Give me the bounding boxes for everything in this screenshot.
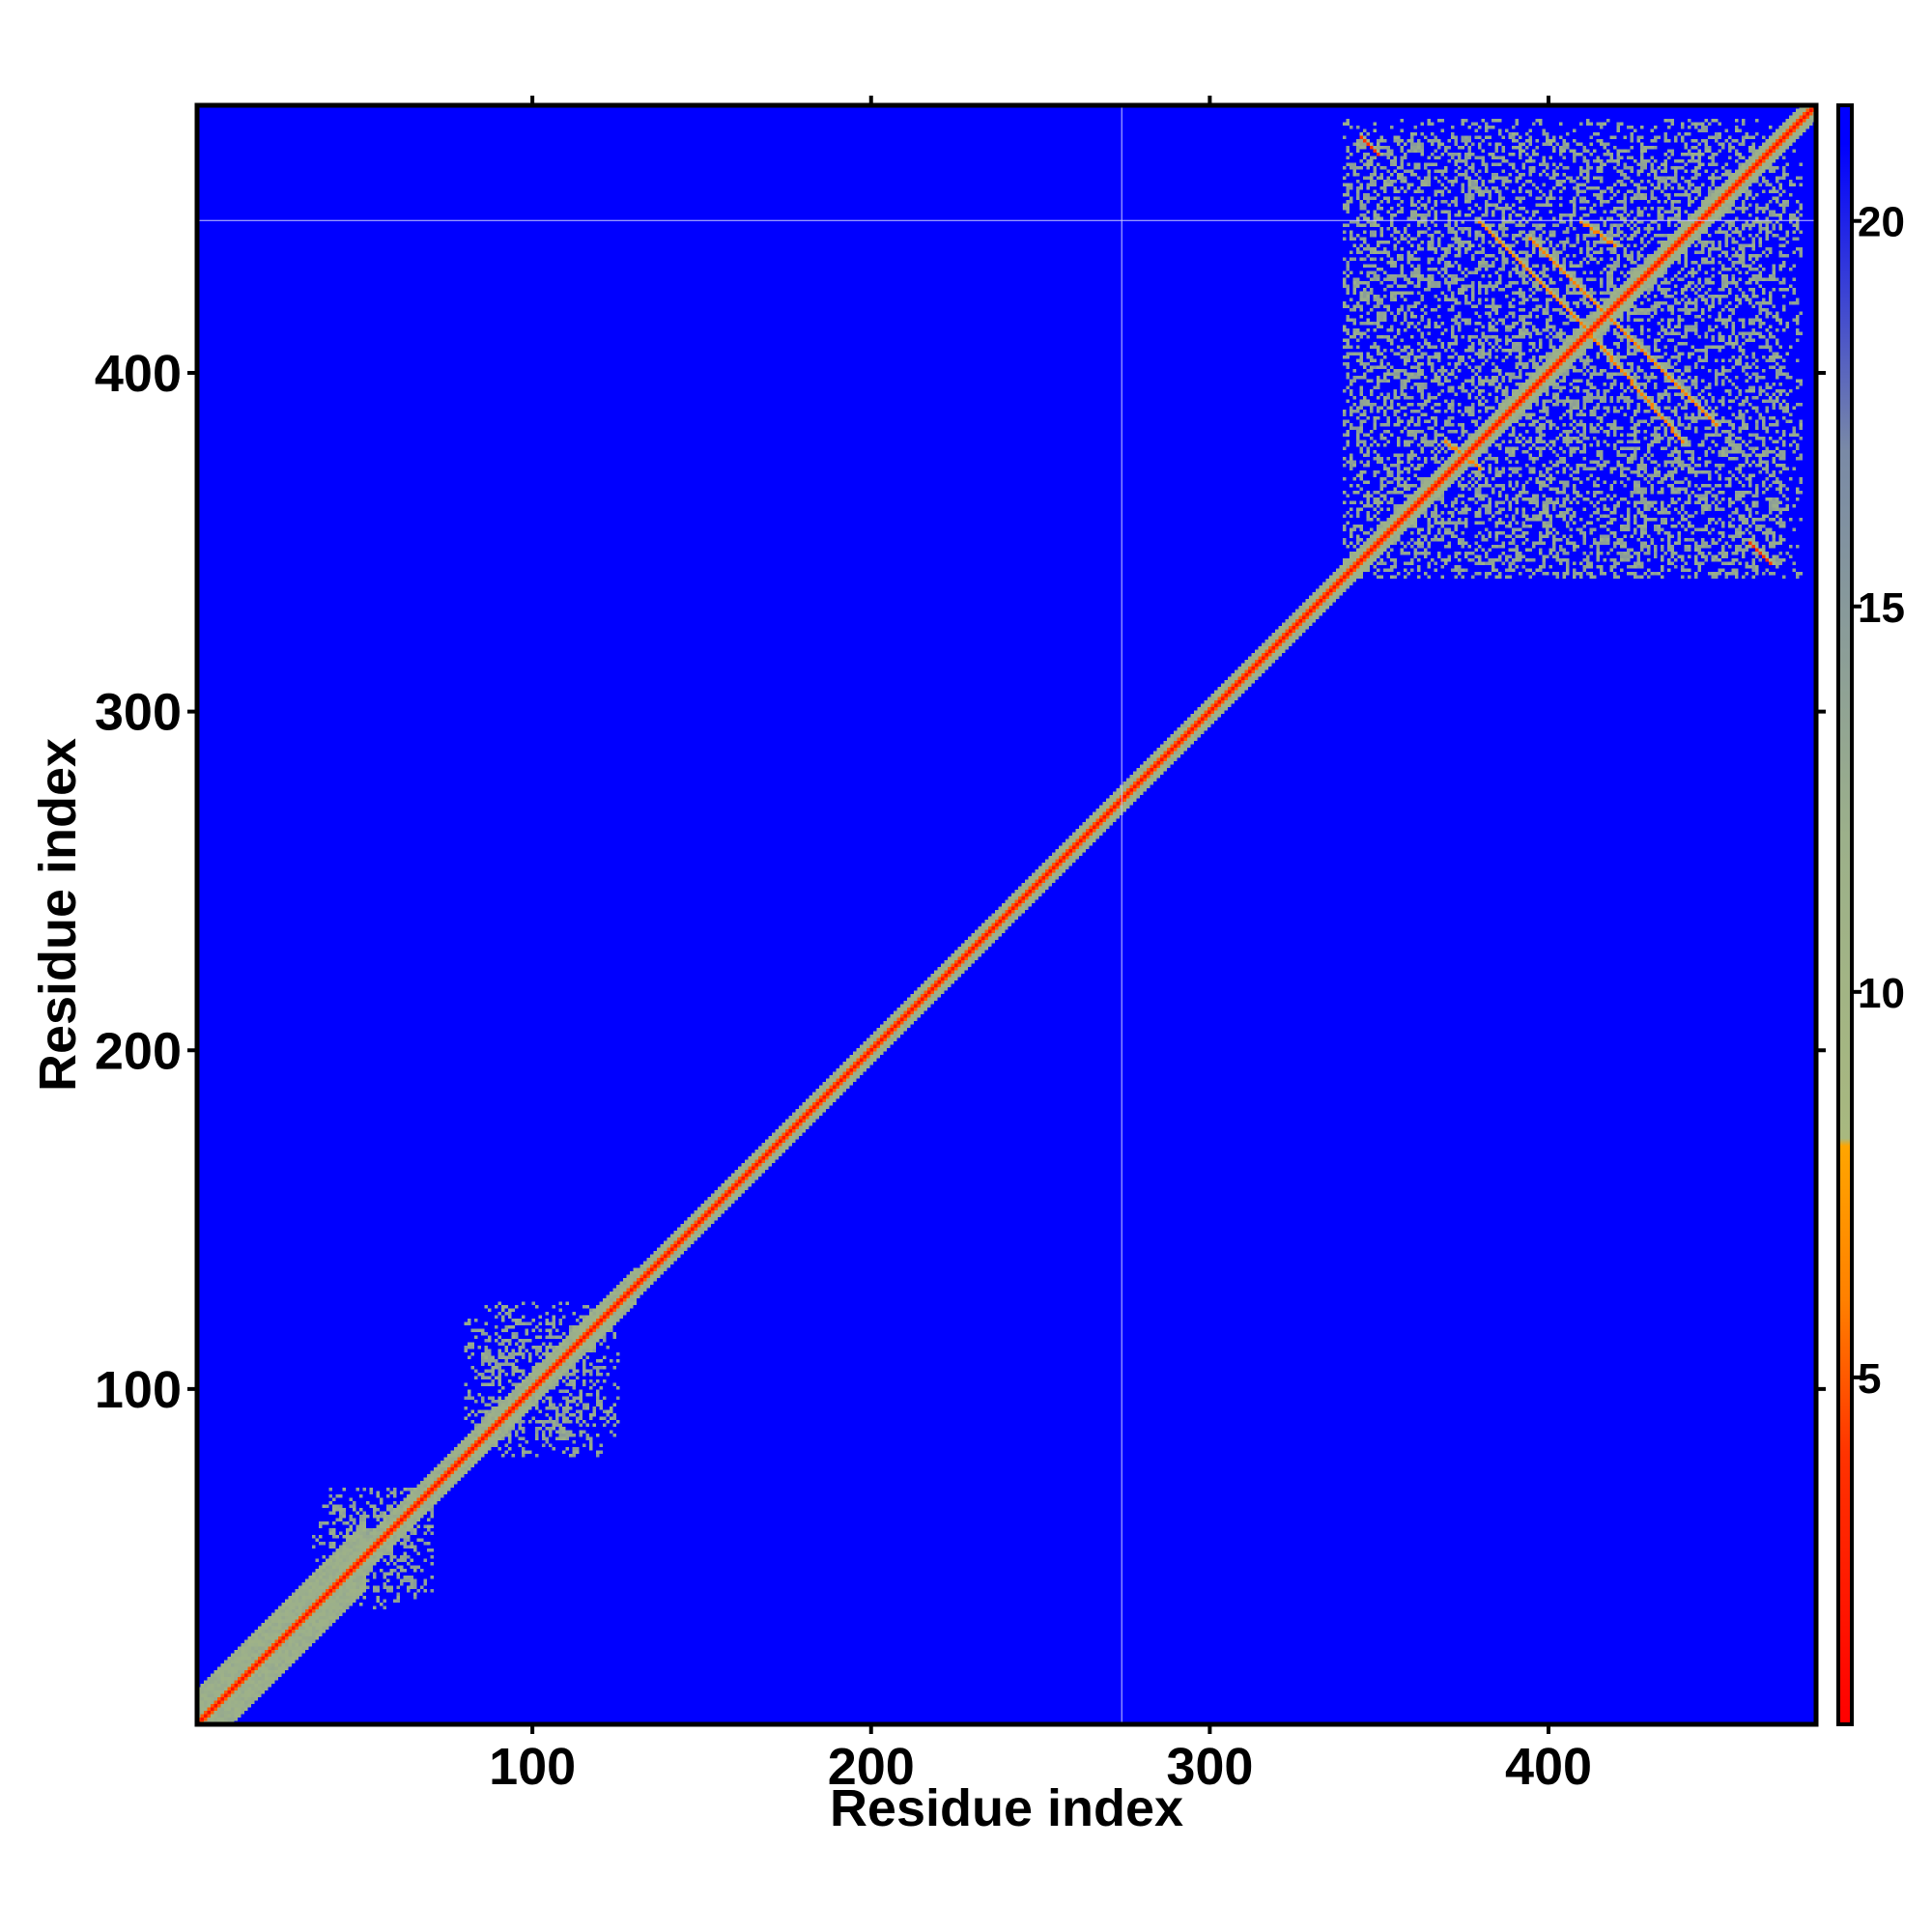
heatmap-image [197,105,1816,1724]
x-tick-label: 200 [828,1738,915,1796]
y-tick-label: 100 [95,1361,182,1419]
colorbar-tick-label: 20 [1858,199,1905,246]
y-tick-label: 200 [95,1022,182,1080]
y-tick-label: 400 [95,345,182,403]
colorbar: 5 10 15 20 [1836,103,1905,1726]
x-axis-ticks: 100 200 300 400 [489,96,1592,1796]
x-tick-label: 300 [1166,1738,1253,1796]
colorbar-frame [1836,103,1854,1726]
colorbar-ticks: 5 10 15 20 [1852,199,1905,1403]
y-tick-label: 300 [95,684,182,742]
x-axis-label: Residue index [830,1779,1183,1837]
colorbar-tick-label: 15 [1858,584,1905,632]
y-axis-ticks: 100 200 300 400 [95,345,1826,1419]
y-axis-label: Residue index [29,738,87,1092]
colorbar-tick-label: 10 [1858,970,1905,1017]
colorbar-gradient [1838,105,1852,1724]
plot-frame [194,102,1819,1727]
x-tick-label: 400 [1505,1738,1592,1796]
colorbar-tick-label: 5 [1858,1355,1881,1403]
heatmap-plot-area [197,105,1816,1724]
x-tick-label: 100 [489,1738,576,1796]
